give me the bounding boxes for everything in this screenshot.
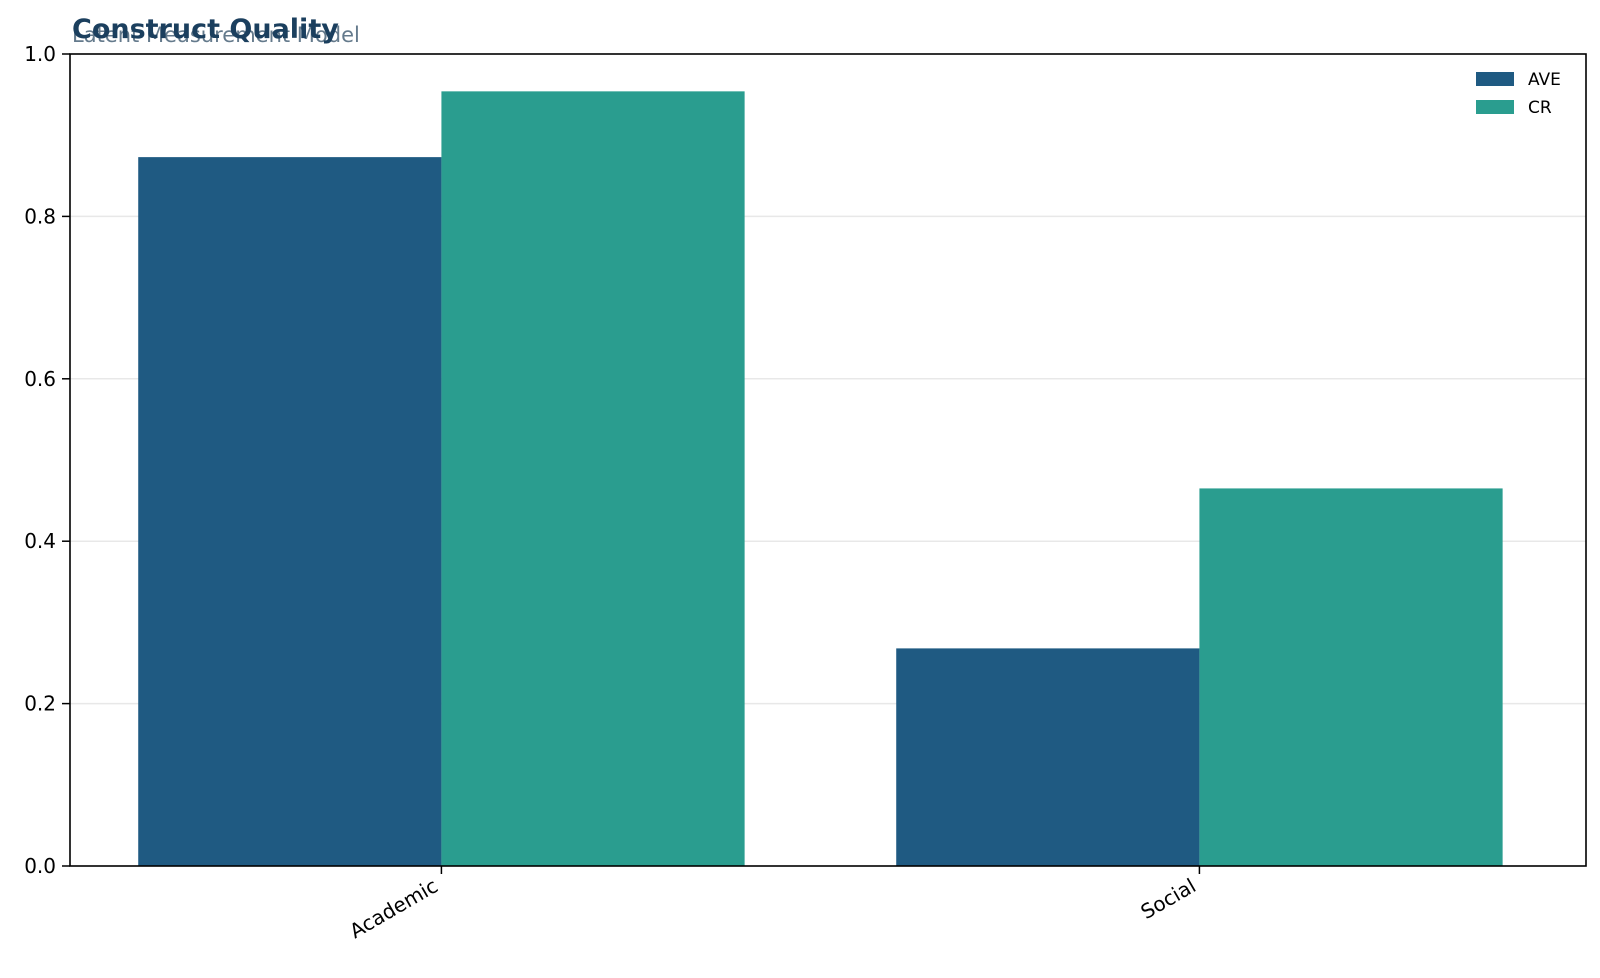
bar-cr-academic — [441, 91, 745, 867]
bar-cr-social — [1199, 488, 1503, 866]
y-tick-label: 0.8 — [24, 204, 56, 228]
y-tick-label: 1.0 — [24, 42, 56, 66]
legend-label-cr: CR — [1528, 98, 1552, 118]
legend: AVE CR — [1476, 70, 1561, 118]
y-axis: 0.0 0.2 0.4 0.6 0.8 1.0 — [24, 42, 70, 878]
chart-title: Construct Quality — [72, 14, 339, 45]
y-tick-label: 0.0 — [24, 854, 56, 878]
bars — [138, 91, 1503, 867]
legend-swatch-cr — [1476, 100, 1514, 114]
legend-label-ave: AVE — [1528, 70, 1561, 90]
y-tick-label: 0.4 — [24, 529, 56, 553]
legend-swatch-ave — [1476, 72, 1514, 86]
y-tick-label: 0.6 — [24, 367, 56, 391]
x-tick-label: Social — [1137, 874, 1200, 924]
bar-ave-social — [896, 648, 1200, 866]
x-tick-label: Academic — [345, 874, 442, 944]
bar-ave-academic — [138, 157, 442, 866]
y-tick-label: 0.2 — [24, 692, 56, 716]
chart-subtitle: Latent Measurement Model — [72, 23, 360, 47]
x-axis: Academic Social — [345, 866, 1201, 944]
plot-frame — [69, 53, 1587, 867]
